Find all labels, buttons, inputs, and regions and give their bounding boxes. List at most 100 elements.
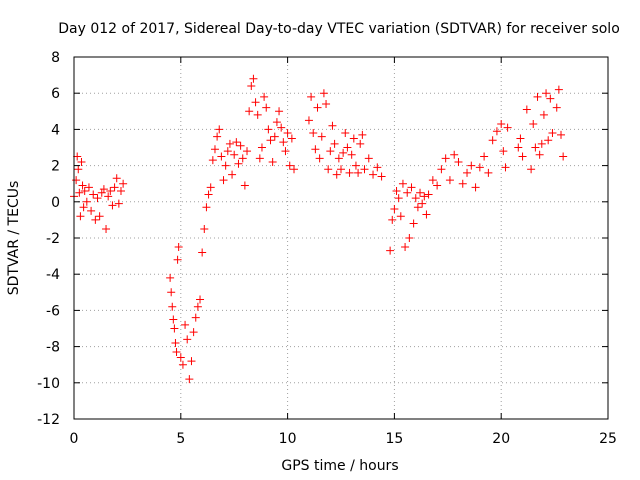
- y-tick-label: 8: [51, 50, 60, 66]
- data-point-marker: [262, 103, 271, 112]
- data-point-marker: [349, 134, 358, 143]
- data-point-marker: [91, 215, 100, 224]
- data-point-marker: [176, 353, 185, 362]
- data-point-marker: [539, 110, 548, 119]
- data-point-marker: [187, 357, 196, 366]
- data-point-marker: [228, 170, 237, 179]
- data-point-marker: [527, 165, 536, 174]
- y-tick-label: -4: [46, 267, 60, 283]
- data-point-marker: [110, 183, 119, 192]
- data-point-marker: [416, 188, 425, 197]
- data-point-marker: [428, 176, 437, 185]
- data-point-marker: [358, 130, 367, 139]
- data-point-marker: [409, 219, 418, 228]
- data-point-marker: [403, 188, 412, 197]
- data-point-marker: [522, 105, 531, 114]
- data-point-marker: [411, 194, 420, 203]
- data-point-marker: [232, 138, 241, 147]
- x-tick-label: 5: [176, 431, 185, 447]
- data-point-marker: [93, 194, 102, 203]
- data-point-marker: [102, 224, 111, 233]
- data-point-marker: [167, 288, 176, 297]
- data-point-marker: [202, 203, 211, 212]
- data-point-marker: [398, 179, 407, 188]
- data-point-marker: [392, 186, 401, 195]
- data-point-marker: [84, 183, 93, 192]
- data-point-marker: [200, 224, 209, 233]
- data-point-marker: [424, 190, 433, 199]
- data-point-marker: [272, 118, 281, 127]
- data-point-marker: [95, 212, 104, 221]
- data-point-marker: [360, 165, 369, 174]
- data-point-marker: [337, 165, 345, 174]
- data-point-marker: [373, 163, 382, 172]
- y-tick-labels: -12 -10 -8 -6 -4 -2 0 2 4 6 8: [37, 50, 60, 428]
- x-tick-label: 25: [599, 431, 617, 447]
- y-tick-label: -2: [46, 231, 60, 247]
- data-point-marker: [341, 129, 350, 138]
- data-point-marker: [169, 315, 178, 324]
- data-point-marker: [332, 170, 341, 179]
- data-point-marker: [245, 107, 254, 116]
- data-point-marker: [471, 183, 480, 192]
- data-point-marker: [394, 194, 403, 203]
- data-point-marker: [334, 154, 343, 163]
- x-tick-label: 20: [492, 431, 510, 447]
- data-point-marker: [253, 110, 262, 119]
- data-point-marker: [221, 161, 230, 170]
- data-point-marker: [463, 168, 472, 177]
- data-point-marker: [544, 136, 553, 145]
- data-point-marker: [390, 205, 399, 214]
- data-point-marker: [260, 92, 269, 101]
- data-point-marker: [537, 139, 546, 148]
- data-point-marker: [441, 154, 450, 163]
- data-point-marker: [225, 139, 234, 148]
- data-point-marker: [243, 147, 252, 156]
- data-point-marker: [475, 163, 484, 172]
- data-point-marker: [557, 130, 566, 139]
- x-tick-label: 0: [70, 431, 79, 447]
- y-axis-title: SDTVAR / TECUs: [6, 181, 22, 296]
- data-point-marker: [458, 179, 467, 188]
- x-tick-label: 15: [385, 431, 403, 447]
- data-point-marker: [257, 143, 266, 152]
- data-point-marker: [347, 150, 356, 159]
- data-point-marker: [499, 147, 508, 156]
- data-point-marker: [488, 136, 497, 145]
- data-point-marker: [386, 246, 395, 255]
- data-point-marker: [189, 328, 198, 337]
- data-point-marker: [87, 206, 96, 215]
- data-point-marker: [354, 168, 363, 177]
- data-point-marker: [287, 134, 296, 143]
- data-point-marker: [445, 176, 454, 185]
- y-tick-label: 6: [51, 86, 60, 102]
- data-point-marker: [255, 154, 264, 163]
- data-point-marker: [467, 161, 476, 170]
- data-point-marker: [183, 335, 192, 344]
- data-point-marker: [290, 165, 299, 174]
- data-point-marker: [317, 132, 326, 141]
- data-point-marker: [285, 161, 294, 170]
- data-point-marker: [268, 157, 277, 166]
- data-point-marker: [304, 116, 313, 125]
- grid: [74, 57, 608, 419]
- data-point-marker: [185, 375, 194, 384]
- data-point-marker: [535, 150, 544, 159]
- data-point-marker: [213, 132, 222, 141]
- data-point-marker: [369, 170, 378, 179]
- data-point-marker: [554, 85, 563, 94]
- x-axis-title: GPS time / hours: [281, 458, 398, 474]
- data-point-marker: [388, 215, 397, 224]
- data-point-marker: [223, 147, 232, 156]
- data-point-marker: [492, 127, 501, 136]
- data-point-marker: [559, 152, 568, 161]
- data-point-marker: [77, 157, 86, 166]
- data-point-marker: [319, 89, 328, 98]
- data-point-marker: [230, 150, 239, 159]
- data-point-marker: [328, 121, 337, 130]
- data-point-marker: [433, 181, 442, 190]
- data-point-marker: [266, 136, 275, 145]
- data-point-marker: [343, 143, 352, 152]
- axis-ticks: [73, 56, 609, 420]
- data-point-marker: [106, 186, 115, 195]
